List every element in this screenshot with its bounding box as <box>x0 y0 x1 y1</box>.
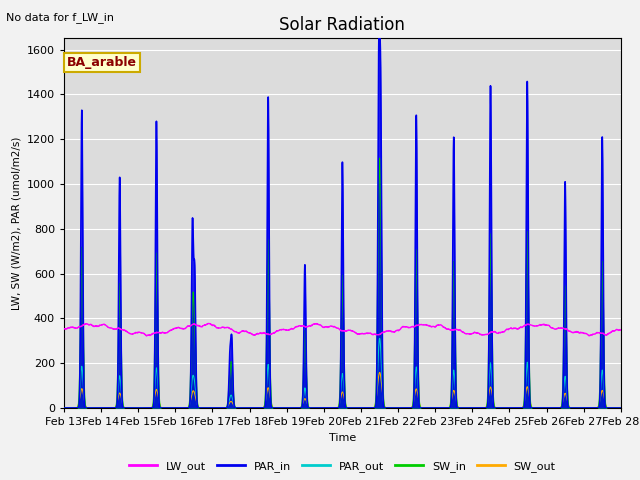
X-axis label: Time: Time <box>329 432 356 443</box>
Y-axis label: LW, SW (W/m2), PAR (umol/m2/s): LW, SW (W/m2), PAR (umol/m2/s) <box>12 136 21 310</box>
Title: Solar Radiation: Solar Radiation <box>280 16 405 34</box>
Text: BA_arable: BA_arable <box>67 56 137 69</box>
Text: No data for f_LW_in: No data for f_LW_in <box>6 12 115 23</box>
Legend: LW_out, PAR_in, PAR_out, SW_in, SW_out: LW_out, PAR_in, PAR_out, SW_in, SW_out <box>125 456 560 476</box>
